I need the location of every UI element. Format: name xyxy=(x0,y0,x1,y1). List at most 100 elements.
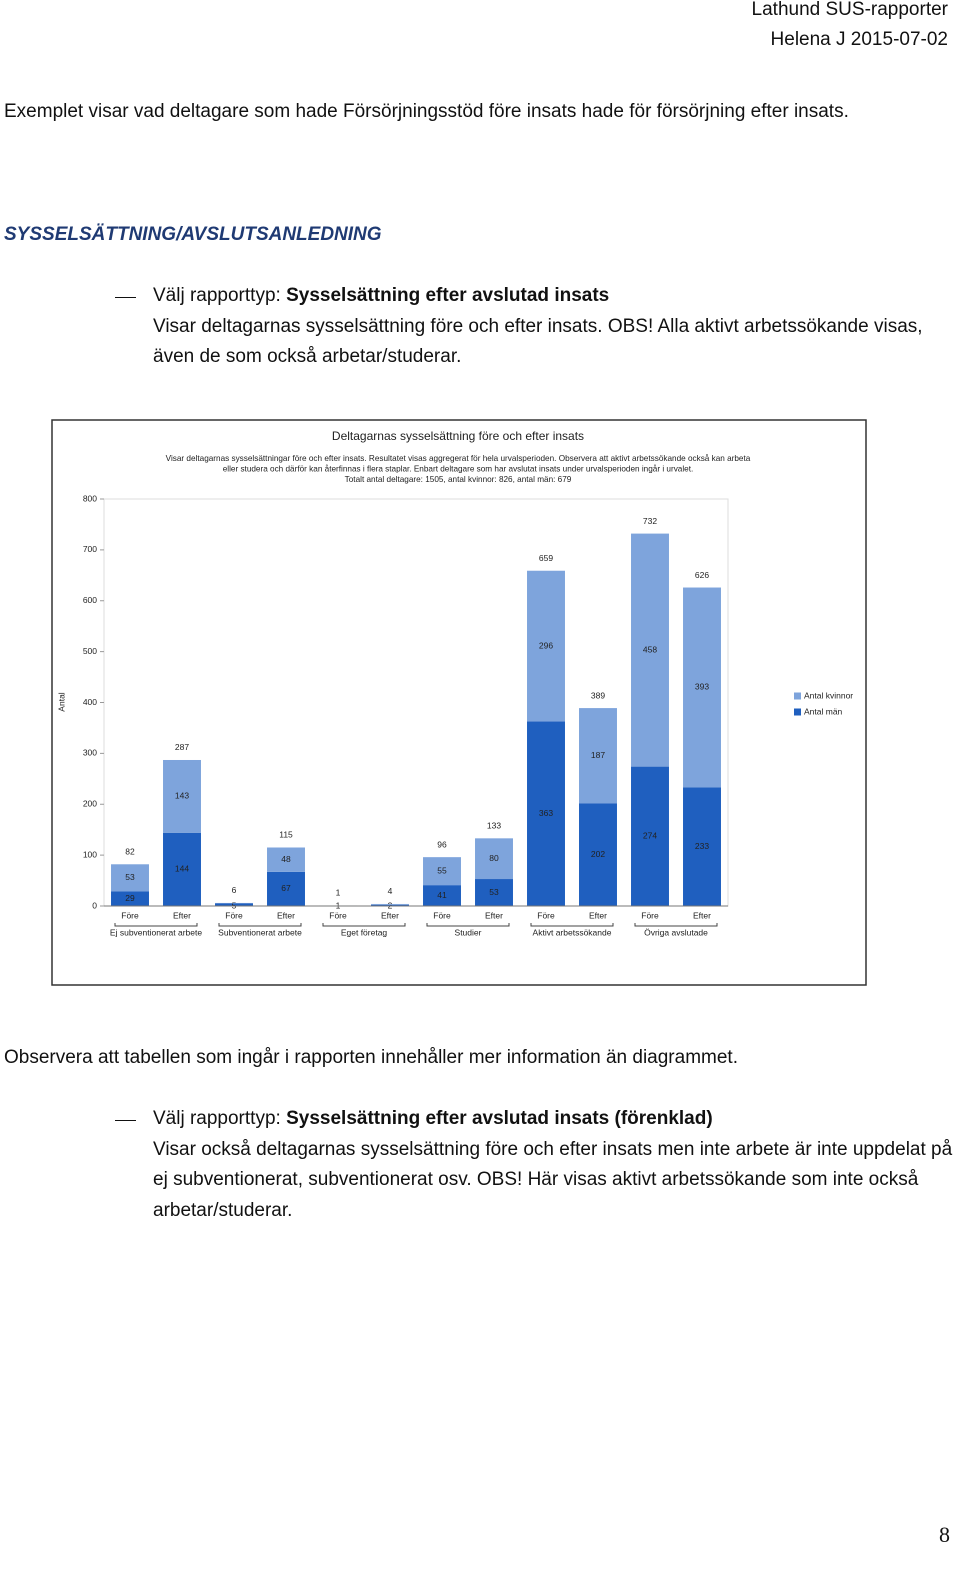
y-tick-label: 200 xyxy=(83,799,97,809)
group-bracket xyxy=(634,923,718,927)
x-tick-label: Före xyxy=(121,910,139,920)
y-axis-label: Antal xyxy=(56,692,66,711)
data-label: 1 xyxy=(336,900,341,910)
bullet: Välj rapporttyp: Sysselsättning efter avs… xyxy=(153,281,943,373)
y-tick-label: 700 xyxy=(83,544,97,554)
group-bracket xyxy=(218,923,302,927)
data-label: 296 xyxy=(539,640,553,650)
y-tick-label: 500 xyxy=(83,646,97,656)
x-tick-label: Före xyxy=(641,910,659,920)
total-label: 133 xyxy=(487,821,501,831)
data-label: 29 xyxy=(125,893,135,903)
bar-segment xyxy=(215,902,253,904)
page-number: 8 xyxy=(939,1522,950,1547)
bar-segment xyxy=(267,871,305,906)
total-label: 6 xyxy=(232,885,237,895)
bar-segment xyxy=(163,832,201,906)
data-label: 5 xyxy=(232,900,237,910)
bullet-dash xyxy=(115,297,136,298)
data-label: 233 xyxy=(695,841,709,851)
bar-segment xyxy=(579,708,617,804)
total-label: 96 xyxy=(437,839,447,849)
x-tick-label: Före xyxy=(329,910,347,920)
x-tick-label: Före xyxy=(225,910,243,920)
chart-title: Deltagarnas sysselsättning före och efte… xyxy=(332,429,584,443)
y-tick-label: 600 xyxy=(83,595,97,605)
x-tick-label: Efter xyxy=(693,910,711,920)
header-title: Lathund SUS-rapporter xyxy=(751,0,948,20)
bar-segment xyxy=(683,787,721,906)
data-label: 144 xyxy=(175,864,189,874)
y-tick-label: 100 xyxy=(83,849,97,859)
report-type: Sysselsättning efter avslutad insats xyxy=(286,285,610,306)
chart-subtitle: eller studera och därför kan återfinnas … xyxy=(223,464,694,474)
group-bracket xyxy=(114,923,198,927)
total-label: 115 xyxy=(279,830,293,840)
data-label: 2 xyxy=(388,900,393,910)
bar-segment xyxy=(423,857,461,886)
data-label: 53 xyxy=(489,887,499,897)
group-label: Övriga avslutade xyxy=(644,927,708,937)
data-label: 55 xyxy=(437,865,447,875)
bullet-text: Visar också deltagarnas sysselsättning f… xyxy=(153,1138,953,1221)
x-tick-label: Efter xyxy=(485,910,503,920)
total-label: 626 xyxy=(695,570,709,580)
header-author-date: Helena J 2015-07-02 xyxy=(770,29,948,50)
intro: Exemplet visar vad deltagare som hade Fö… xyxy=(4,101,849,122)
bullet: Välj rapporttyp: Sysselsättning efter avs… xyxy=(153,1104,953,1226)
data-label: 48 xyxy=(281,854,291,864)
group-label: Ej subventionerat arbete xyxy=(110,927,202,937)
group-bracket xyxy=(322,923,406,927)
group-label: Studier xyxy=(455,927,482,937)
data-label: 53 xyxy=(125,872,135,882)
bar-segment xyxy=(527,570,565,722)
bar-segment xyxy=(111,891,149,906)
data-label: 202 xyxy=(591,849,605,859)
bullet-prefix: Välj rapporttyp: xyxy=(153,1108,281,1129)
total-label: 659 xyxy=(539,553,553,563)
y-tick-label: 400 xyxy=(83,697,97,707)
chart-subtitle: Totalt antal deltagare: 1505, antal kvin… xyxy=(345,475,572,484)
x-tick-label: Före xyxy=(433,910,451,920)
bar-segment xyxy=(683,587,721,788)
y-tick-label: 800 xyxy=(83,493,97,503)
bar-segment xyxy=(423,885,461,906)
x-tick-label: Efter xyxy=(277,910,295,920)
bar-segment xyxy=(631,766,669,906)
x-tick-label: Före xyxy=(537,910,555,920)
bar-segment xyxy=(527,721,565,906)
y-tick-label: 0 xyxy=(92,900,97,910)
total-label: 1 xyxy=(336,888,341,898)
legend-label: Antal män xyxy=(804,706,843,716)
legend-swatch xyxy=(794,692,801,700)
heading: SYSSELSÄTTNING/AVSLUTSANLEDNING xyxy=(4,224,382,245)
total-label: 389 xyxy=(591,690,605,700)
bullet-prefix: Välj rapporttyp: xyxy=(153,285,281,306)
data-label: 67 xyxy=(281,883,291,893)
bullet-dash xyxy=(115,1120,136,1121)
data-label: 143 xyxy=(175,791,189,801)
bar-segment xyxy=(215,903,253,906)
total-label: 4 xyxy=(388,886,393,896)
data-label: 393 xyxy=(695,682,709,692)
total-label: 732 xyxy=(643,516,657,526)
total-label: 287 xyxy=(175,742,189,752)
bar-segment xyxy=(631,533,669,767)
bullet-text: Visar deltagarnas sysselsättning före oc… xyxy=(153,315,923,368)
note: Observera att tabellen som ingår i rappo… xyxy=(4,1047,738,1068)
x-tick-label: Efter xyxy=(173,910,191,920)
legend-swatch xyxy=(794,708,801,716)
chart: Deltagarnas sysselsättning före och efte… xyxy=(51,419,867,986)
y-tick-label: 300 xyxy=(83,748,97,758)
group-label: Subventionerat arbete xyxy=(218,927,302,937)
chart-subtitle: Visar deltagarnas sysselsättningar före … xyxy=(166,453,751,463)
total-label: 82 xyxy=(125,847,135,857)
bar-segment xyxy=(371,904,409,906)
data-label: 80 xyxy=(489,853,499,863)
bar-segment xyxy=(163,759,201,833)
report-type: Sysselsättning efter avslutad insats (fö… xyxy=(286,1108,713,1129)
x-tick-label: Efter xyxy=(381,910,399,920)
bar-segment xyxy=(475,838,513,880)
data-label: 41 xyxy=(437,890,447,900)
